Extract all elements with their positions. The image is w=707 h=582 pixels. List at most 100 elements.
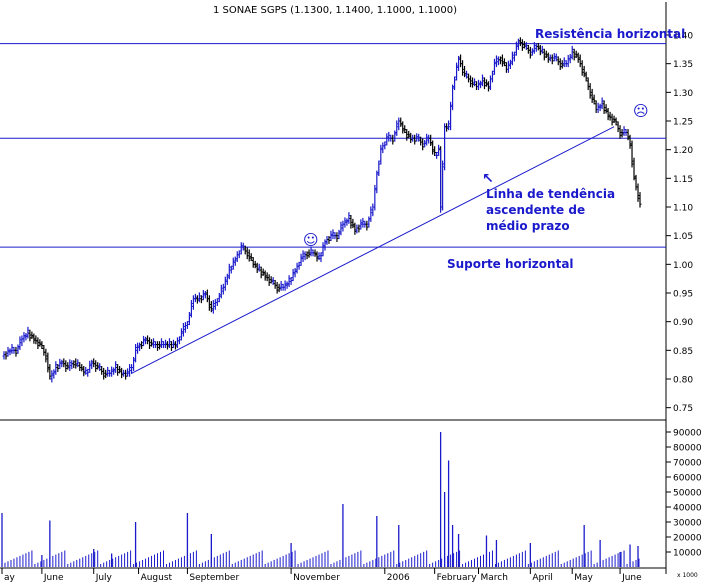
ohlc-bar xyxy=(277,283,281,293)
ohlc-bar xyxy=(317,252,321,261)
ohlc-bar xyxy=(383,141,387,150)
ohlc-bar xyxy=(171,339,175,349)
ohlc-bar xyxy=(433,146,437,156)
ohlc-bar xyxy=(187,312,191,326)
ohlc-bar xyxy=(327,236,331,244)
ohlc-bar xyxy=(347,212,351,224)
ohlc-bar xyxy=(86,368,90,377)
x-tick-label: May xyxy=(574,573,593,582)
ohlc-bar xyxy=(538,44,542,56)
ohlc-bar xyxy=(560,60,564,69)
ohlc-bar xyxy=(163,339,167,349)
ohlc-bar xyxy=(271,277,275,285)
ohlc-bar xyxy=(622,126,626,136)
price-tick-label: 1.25 xyxy=(673,118,693,128)
ohlc-bar xyxy=(50,370,54,383)
ohlc-bar xyxy=(465,70,469,79)
trend-label-line1: Linha de tendência xyxy=(486,187,615,201)
ohlc-bar xyxy=(225,273,229,285)
ohlc-bar xyxy=(201,290,205,301)
support-label: Suporte horizontal xyxy=(447,257,574,271)
ohlc-bar xyxy=(158,341,162,350)
ohlc-bar xyxy=(52,369,56,379)
ohlc-bar xyxy=(203,290,207,299)
ohlc-bar xyxy=(167,338,171,349)
x-tick-label: April xyxy=(532,573,553,582)
ohlc-bar xyxy=(116,364,120,376)
ohlc-bar xyxy=(44,348,48,363)
price-tick-label: 1.05 xyxy=(673,232,693,242)
ohlc-bar xyxy=(473,78,477,87)
ohlc-bar xyxy=(447,120,451,131)
ohlc-bar xyxy=(217,292,221,303)
ohlc-bar xyxy=(576,52,580,63)
ohlc-bar xyxy=(610,113,614,126)
ohlc-bar xyxy=(369,206,373,222)
ohlc-bar xyxy=(287,275,291,287)
ohlc-bar xyxy=(632,157,636,181)
ohlc-bar xyxy=(375,170,379,194)
ohlc-bar xyxy=(104,369,108,379)
ohlc-bar xyxy=(245,247,249,260)
ohlc-bar xyxy=(233,256,237,266)
x-tick-label: 2006 xyxy=(387,573,410,582)
ohlc-bar xyxy=(241,242,245,251)
price-tick-label: 0.80 xyxy=(673,376,693,386)
ohlc-bar xyxy=(469,75,473,88)
ohlc-bar xyxy=(80,364,84,372)
ohlc-bar xyxy=(435,151,439,159)
ohlc-bar xyxy=(156,341,160,351)
ohlc-bar xyxy=(267,274,271,286)
ohlc-bar xyxy=(353,222,357,235)
ohlc-bar xyxy=(477,79,481,91)
ohlc-bar xyxy=(588,83,592,99)
ohlc-bar xyxy=(600,97,604,110)
smiley-icon: ☺ xyxy=(303,231,319,249)
ohlc-bar xyxy=(315,251,319,262)
ohlc-bar xyxy=(423,140,427,148)
volume-tick-label: 20000 xyxy=(673,534,702,544)
ohlc-bar xyxy=(323,239,327,251)
ohlc-bar xyxy=(437,144,441,156)
trend-line-segment xyxy=(131,126,615,374)
volume-tick-label: 60000 xyxy=(673,474,702,484)
ohlc-bar xyxy=(6,346,10,357)
ohlc-bar xyxy=(598,103,602,112)
ohlc-bar xyxy=(512,51,516,62)
ohlc-bar xyxy=(479,80,482,89)
ohlc-bar xyxy=(574,50,578,59)
ohlc-bar xyxy=(261,268,265,276)
ohlc-bar xyxy=(90,359,94,370)
ohlc-bar xyxy=(40,341,44,349)
ohlc-bar xyxy=(269,276,273,284)
trend-line xyxy=(131,126,615,374)
price-tick-label: 0.90 xyxy=(673,318,693,328)
ohlc-bar xyxy=(463,65,467,78)
price-tick-label: 1.40 xyxy=(673,32,693,42)
ohlc-bar xyxy=(285,281,289,289)
ohlc-bar xyxy=(636,183,640,202)
ohlc-bar xyxy=(24,333,28,341)
ohlc-bar xyxy=(177,336,181,345)
ohlc-bar xyxy=(110,366,114,377)
price-tick-label: 1.15 xyxy=(673,175,693,185)
ohlc-bar xyxy=(590,88,594,103)
ohlc-bar xyxy=(134,344,138,363)
ohlc-bar xyxy=(26,326,30,339)
ohlc-bar xyxy=(76,359,80,368)
ohlc-bar xyxy=(449,101,453,131)
ohlc-bar xyxy=(602,100,606,114)
ohlc-bar xyxy=(10,344,14,354)
ohlc-bar xyxy=(584,71,588,82)
ohlc-bar xyxy=(395,120,399,136)
ohlc-bar xyxy=(457,55,461,71)
ohlc-bar xyxy=(144,336,148,345)
ohlc-bar xyxy=(407,130,411,139)
ohlc-bar xyxy=(550,54,554,65)
ohlc-bar xyxy=(365,220,369,231)
ohlc-bar xyxy=(524,42,528,50)
ohlc-bar xyxy=(351,218,355,229)
ohlc-bar xyxy=(562,57,566,68)
ohlc-bar xyxy=(558,58,562,70)
